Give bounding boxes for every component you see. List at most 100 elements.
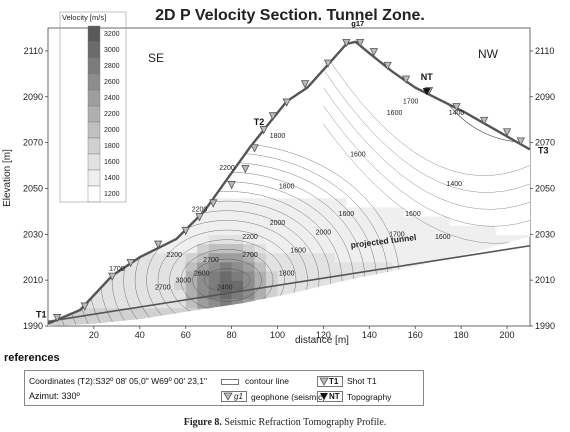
- velocity-cell: [128, 41, 141, 43]
- velocity-cell: [334, 179, 347, 190]
- velocity-cell: [208, 243, 221, 254]
- velocity-cell: [426, 316, 439, 327]
- velocity-cell: [518, 197, 530, 208]
- velocity-cell: [220, 96, 233, 107]
- velocity-cell: [197, 243, 210, 254]
- velocity-cell: [484, 142, 497, 153]
- velocity-cell: [472, 160, 485, 171]
- velocity-cell: [116, 206, 129, 217]
- velocity-cell: [139, 215, 152, 226]
- velocity-cell: [48, 151, 61, 162]
- velocity-cell: [518, 179, 530, 190]
- velocity-cell: [266, 206, 279, 217]
- velocity-cell: [277, 243, 290, 254]
- velocity-cell: [334, 234, 347, 245]
- velocity-cell: [495, 133, 508, 144]
- velocity-cell: [59, 160, 72, 171]
- references-heading: references: [4, 352, 60, 364]
- colorbar-swatch: [87, 153, 101, 171]
- velocity-cell: [128, 151, 141, 162]
- velocity-cell: [185, 298, 198, 309]
- x-axis-label: distance [m]: [295, 335, 349, 346]
- velocity-cell: [346, 179, 359, 190]
- velocity-cell: [93, 225, 106, 235]
- velocity-cell: [403, 316, 416, 327]
- velocity-cell: [70, 188, 84, 199]
- contour-label: 2700: [242, 252, 258, 259]
- velocity-cell: [220, 197, 233, 208]
- velocity-cell: [185, 60, 198, 70]
- velocity-cell: [461, 60, 474, 70]
- velocity-cell: [415, 124, 428, 135]
- velocity-cell: [277, 252, 290, 263]
- velocity-cell: [231, 316, 244, 327]
- velocity-cell: [438, 69, 451, 80]
- velocity-cell: [484, 151, 497, 162]
- velocity-cell: [70, 151, 84, 162]
- velocity-cell: [208, 60, 221, 70]
- velocity-cell: [300, 215, 313, 226]
- velocity-cell: [139, 87, 152, 98]
- velocity-cell: [139, 316, 152, 327]
- velocity-cell: [334, 115, 347, 125]
- velocity-cell: [392, 298, 405, 309]
- colorbar-swatch: [87, 121, 101, 139]
- velocity-cell: [461, 41, 474, 43]
- velocity-cell: [116, 234, 129, 245]
- velocity-cell: [507, 206, 520, 217]
- velocity-cell: [426, 280, 439, 290]
- velocity-cell: [59, 78, 72, 89]
- velocity-cell: [243, 170, 256, 180]
- velocity-cell: [346, 50, 359, 61]
- velocity-cell: [346, 160, 359, 171]
- velocity-cell: [449, 124, 462, 135]
- velocity-cell: [243, 298, 256, 309]
- velocity-cell: [48, 170, 61, 180]
- velocity-cell: [461, 252, 474, 263]
- contour-label: 2700: [155, 284, 171, 291]
- velocity-cell: [254, 234, 267, 245]
- velocity-cell: [518, 234, 530, 245]
- velocity-cell: [507, 41, 520, 43]
- velocity-cell: [484, 316, 497, 327]
- velocity-cell: [266, 142, 279, 153]
- contour-label: 2200: [242, 234, 258, 241]
- velocity-cell: [197, 151, 210, 162]
- figure-caption-text: Seismic Refraction Tomography Profile.: [224, 417, 387, 428]
- velocity-cell: [449, 188, 462, 199]
- velocity-cell: [392, 133, 405, 144]
- velocity-cell: [289, 215, 302, 226]
- velocity-cell: [380, 78, 393, 89]
- velocity-cell: [403, 96, 416, 107]
- contour-label: 2200: [219, 165, 235, 172]
- velocity-cell: [369, 133, 382, 144]
- geophone-marker: [383, 61, 392, 71]
- velocity-cell: [346, 206, 359, 217]
- velocity-cell: [403, 142, 416, 153]
- velocity-cell: [357, 197, 370, 208]
- velocity-cell: [243, 280, 256, 290]
- velocity-cell: [139, 270, 152, 281]
- velocity-cell: [461, 115, 474, 125]
- velocity-cell: [311, 252, 325, 263]
- velocity-cell: [139, 105, 152, 116]
- velocity-cell: [311, 41, 325, 43]
- velocity-cell: [380, 124, 393, 135]
- velocity-cell: [220, 50, 233, 61]
- velocity-cell: [162, 243, 175, 254]
- velocity-cell: [105, 243, 118, 254]
- velocity-cell: [162, 215, 175, 226]
- velocity-cell: [357, 298, 370, 309]
- velocity-cell: [461, 307, 474, 318]
- velocity-cell: [380, 96, 393, 107]
- velocity-cell: [403, 179, 416, 190]
- velocity-cell: [495, 142, 508, 153]
- contour-line: [134, 210, 320, 327]
- velocity-cell: [472, 234, 485, 245]
- velocity-cell: [231, 197, 244, 208]
- velocity-cell: [105, 133, 118, 144]
- velocity-cell: [48, 41, 61, 52]
- velocity-cell: [311, 60, 325, 70]
- velocity-cell: [59, 188, 72, 199]
- velocity-cell: [277, 270, 290, 281]
